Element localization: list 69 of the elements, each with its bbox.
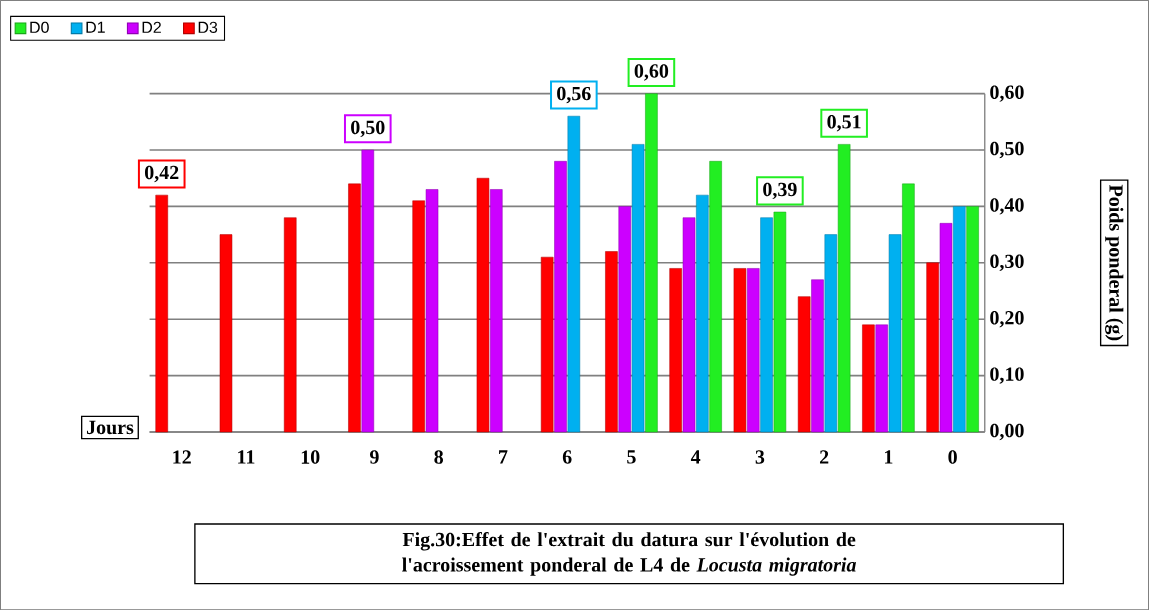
x-tick-label: 4 [690,450,701,464]
bar [797,296,811,433]
y-tick-label: 0,20 [990,310,1024,328]
bar [902,183,915,433]
bar [631,144,645,433]
bar [875,324,888,433]
legend-label: D3 [198,21,218,33]
bar [490,189,503,433]
x-tick-label: 1 [885,450,893,464]
x-tick-label: 11 [238,450,255,464]
x-tick-label: 5 [627,450,636,464]
x-axis-title: Jours [86,420,134,435]
data-label: 0,60 [634,64,669,81]
bar [926,262,939,433]
y-tick-label: 0,40 [990,198,1024,215]
y-tick-label: 0,50 [990,141,1024,159]
bar [361,149,375,433]
bar [669,268,682,433]
bar [824,234,838,433]
bar [645,93,658,433]
bar [219,234,233,433]
bar [811,279,824,433]
bar [283,217,297,433]
bar [618,206,632,433]
bar [696,194,709,433]
legend-label: D2 [142,21,161,33]
x-tick-label: 9 [369,450,379,464]
x-tick-label: 10 [301,450,320,464]
x-tick-label: 0 [948,450,957,464]
x-tick-label: 3 [755,450,765,464]
text: Fig.30:Effet de l'extrait du datura sur l'évolution de l'acroissement ponderal de L4 de Locusta migratoria [402,531,856,576]
bar [155,194,168,433]
bar [605,251,618,433]
bar [567,115,581,433]
bar [862,324,875,433]
x-tick-label: 8 [434,450,444,464]
bar [348,183,361,433]
bar [540,256,554,433]
legend-label: D1 [86,21,105,33]
y-tick-label: 0,30 [990,254,1024,271]
data-label: 0,51 [827,114,861,132]
y-axis-title: Poids ponderal (g) [1105,184,1124,341]
bar [425,189,439,433]
legend-label: D0 [30,21,49,33]
bar [939,222,953,433]
y-tick-label: 0,60 [990,85,1024,102]
x-tick-label: 2 [819,450,829,464]
y-tick-label: 0,10 [990,367,1024,384]
bar [773,211,787,433]
data-label: 0,39 [763,182,797,199]
x-tick-label: 6 [562,450,572,464]
x-tick-label: 7 [499,450,508,464]
x-tick-label: 12 [173,450,191,464]
bar [412,200,425,433]
bar [733,268,747,433]
y-tick-label: 0,00 [990,423,1024,441]
data-label: 0,50 [351,120,385,137]
data-label: 0,42 [145,165,179,183]
bar [888,234,902,433]
bar [709,160,722,433]
bar [682,217,696,433]
bar [476,177,490,433]
data-label: 0,56 [557,86,591,104]
bar [554,160,567,433]
bar [837,144,851,433]
bar [966,206,979,433]
bar [746,268,760,433]
bar [760,217,773,433]
bar [953,206,966,433]
